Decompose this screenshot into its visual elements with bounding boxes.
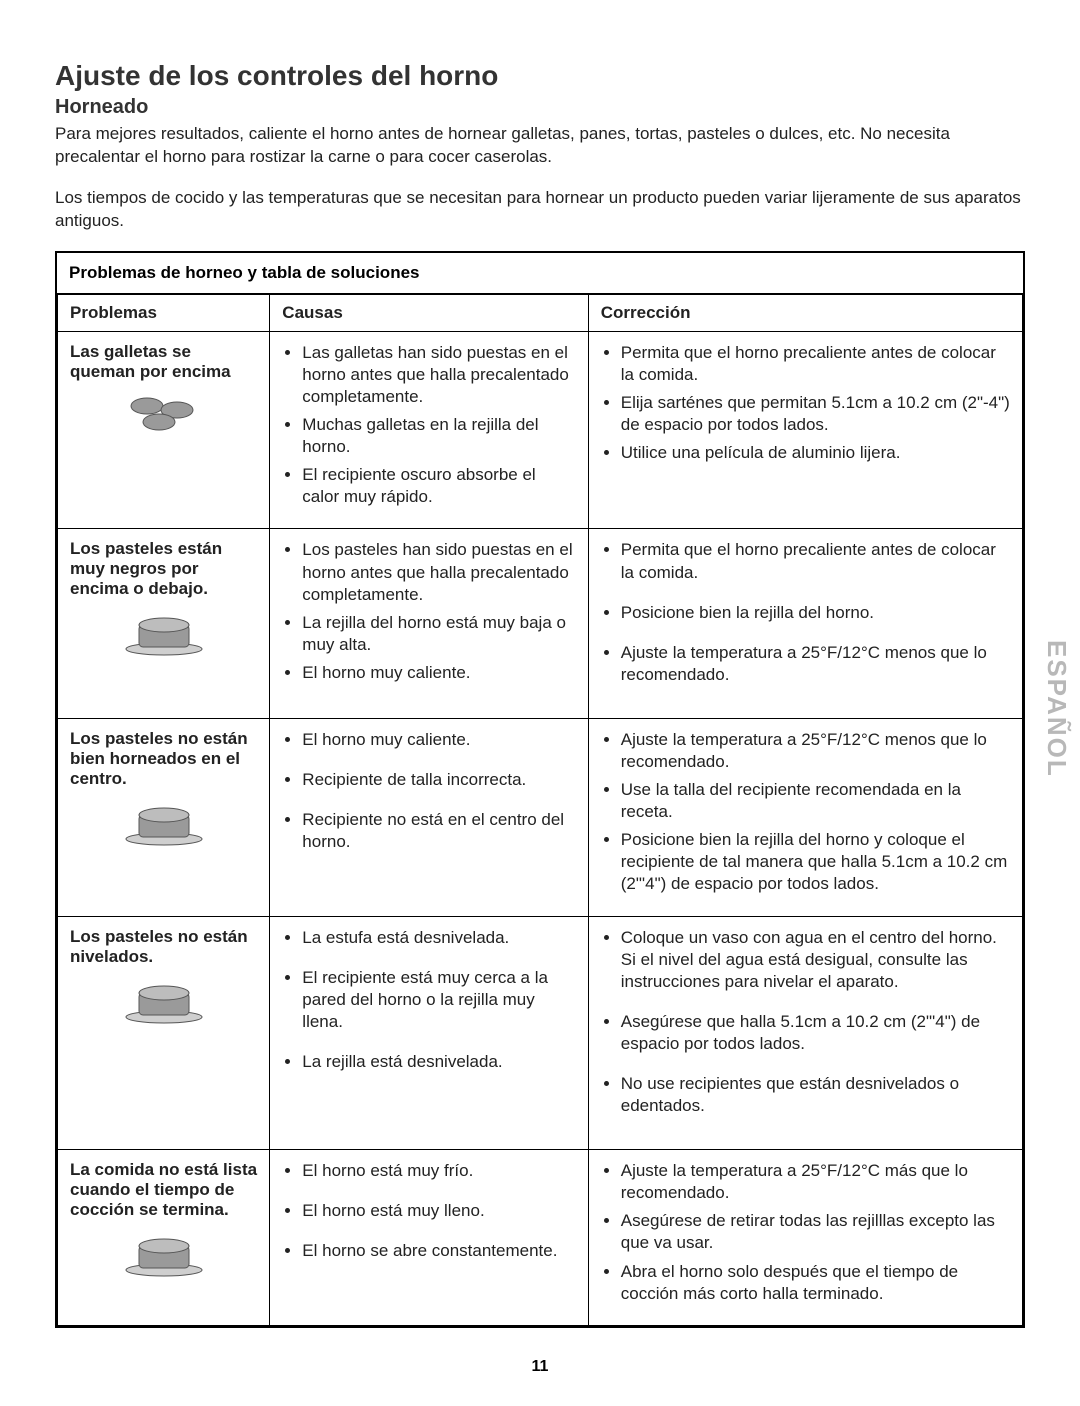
table-row: La comida no está lista cuando el tiempo…	[58, 1150, 1023, 1326]
list-item: Permita que el horno precaliente antes d…	[621, 342, 1010, 386]
problem-label: Las galletas se queman por encima	[70, 342, 257, 382]
problem-illustration	[70, 607, 257, 657]
table-row: Los pasteles no están nivelados. La estu…	[58, 916, 1023, 1150]
list-item: El horno está muy frío.	[302, 1160, 575, 1182]
correction-cell: Ajuste la temperatura a 25°F/12°C menos …	[588, 718, 1022, 916]
list-item: Utilice una película de aluminio lijera.	[621, 442, 1010, 464]
list-item: Abra el horno solo después que el tiempo…	[621, 1261, 1010, 1305]
manual-page: Ajuste de los controles del horno Hornea…	[0, 0, 1080, 1406]
list-item: Recipiente no está en el centro del horn…	[302, 809, 575, 853]
problem-illustration	[70, 975, 257, 1025]
list-item: El recipiente oscuro absorbe el calor mu…	[302, 464, 575, 508]
table-caption: Problemas de horneo y tabla de solucione…	[57, 253, 1023, 294]
list-item: El horno está muy lleno.	[302, 1200, 575, 1222]
list-item: Ajuste la temperatura a 25°F/12°C más qu…	[621, 1160, 1010, 1204]
causes-cell: La estufa está desnivelada. El recipiente…	[270, 916, 588, 1150]
causes-list: Los pasteles han sido puestas en el horn…	[282, 539, 575, 684]
causes-list: El horno está muy frío. El horno está muy…	[282, 1160, 575, 1262]
problem-label: Los pasteles no están nivelados.	[70, 927, 257, 967]
list-item: El recipiente está muy cerca a la pared …	[302, 967, 575, 1033]
list-item: Ajuste la temperatura a 25°F/12°C menos …	[621, 642, 1010, 686]
correction-cell: Coloque un vaso con agua en el centro de…	[588, 916, 1022, 1150]
language-tab: ESPAÑOL	[1041, 640, 1072, 778]
cake-icon	[119, 1228, 209, 1278]
correction-cell: Ajuste la temperatura a 25°F/12°C más qu…	[588, 1150, 1022, 1326]
page-number: 11	[55, 1358, 1025, 1376]
problem-cell: Los pasteles están muy negros por encima…	[58, 529, 270, 718]
list-item: Recipiente de talla incorrecta.	[302, 769, 575, 791]
list-item: Use la talla del recipiente recomendada …	[621, 779, 1010, 823]
table-row: Los pasteles están muy negros por encima…	[58, 529, 1023, 718]
list-item: La estufa está desnivelada.	[302, 927, 575, 949]
header-problems: Problemas	[58, 294, 270, 331]
page-title: Ajuste de los controles del horno	[55, 60, 1025, 92]
list-item: El horno muy caliente.	[302, 662, 575, 684]
list-item: Asegúrese que halla 5.1cm a 10.2 cm (2"'…	[621, 1011, 1010, 1055]
causes-list: La estufa está desnivelada. El recipiente…	[282, 927, 575, 1073]
list-item: El horno se abre constantemente.	[302, 1240, 575, 1262]
problem-illustration	[70, 1228, 257, 1278]
correction-cell: Permita que el horno precaliente antes d…	[588, 331, 1022, 529]
cake-icon	[119, 607, 209, 657]
cake-icon	[119, 797, 209, 847]
list-item: Permita que el horno precaliente antes d…	[621, 539, 1010, 583]
causes-cell: Las galletas han sido puestas en el horn…	[270, 331, 588, 529]
list-item: Los pasteles han sido puestas en el horn…	[302, 539, 575, 605]
solutions-table: Problemas Causas Corrección Las galletas…	[57, 294, 1023, 1326]
correction-list: Coloque un vaso con agua en el centro de…	[601, 927, 1010, 1118]
list-item: Asegúrese de retirar todas las rejilllas…	[621, 1210, 1010, 1254]
problem-label: Los pasteles no están bien horneados en …	[70, 729, 257, 789]
problem-cell: La comida no está lista cuando el tiempo…	[58, 1150, 270, 1326]
problem-cell: Los pasteles no están bien horneados en …	[58, 718, 270, 916]
list-item: Muchas galletas en la rejilla del horno.	[302, 414, 575, 458]
cookies-icon	[119, 390, 209, 434]
list-item: No use recipientes que están desnivelado…	[621, 1073, 1010, 1117]
list-item: El horno muy caliente.	[302, 729, 575, 751]
table-row: Los pasteles no están bien horneados en …	[58, 718, 1023, 916]
correction-list: Ajuste la temperatura a 25°F/12°C menos …	[601, 729, 1010, 896]
intro-paragraph-2: Los tiempos de cocido y las temperaturas…	[55, 187, 1025, 233]
table-header-row: Problemas Causas Corrección	[58, 294, 1023, 331]
correction-cell: Permita que el horno precaliente antes d…	[588, 529, 1022, 718]
correction-list: Permita que el horno precaliente antes d…	[601, 539, 1010, 685]
causes-cell: Los pasteles han sido puestas en el horn…	[270, 529, 588, 718]
causes-list: Las galletas han sido puestas en el horn…	[282, 342, 575, 509]
header-correction: Corrección	[588, 294, 1022, 331]
list-item: Coloque un vaso con agua en el centro de…	[621, 927, 1010, 993]
problem-cell: Las galletas se queman por encima	[58, 331, 270, 529]
correction-list: Permita que el horno precaliente antes d…	[601, 342, 1010, 464]
header-causes: Causas	[270, 294, 588, 331]
troubleshooting-table: Problemas de horneo y tabla de solucione…	[55, 251, 1025, 1328]
cake-icon	[119, 975, 209, 1025]
problem-cell: Los pasteles no están nivelados.	[58, 916, 270, 1150]
list-item: Elija sarténes que permitan 5.1cm a 10.2…	[621, 392, 1010, 436]
problem-illustration	[70, 797, 257, 847]
intro-paragraph-1: Para mejores resultados, caliente el hor…	[55, 123, 1025, 169]
causes-cell: El horno muy caliente. Recipiente de tall…	[270, 718, 588, 916]
problem-illustration	[70, 390, 257, 434]
list-item: Posicione bien la rejilla del horno y co…	[621, 829, 1010, 895]
list-item: Las galletas han sido puestas en el horn…	[302, 342, 575, 408]
list-item: La rejilla del horno está muy baja o muy…	[302, 612, 575, 656]
correction-list: Ajuste la temperatura a 25°F/12°C más qu…	[601, 1160, 1010, 1305]
causes-list: El horno muy caliente. Recipiente de tall…	[282, 729, 575, 853]
table-row: Las galletas se queman por encima Las ga…	[58, 331, 1023, 529]
list-item: Posicione bien la rejilla del horno.	[621, 602, 1010, 624]
list-item: La rejilla está desnivelada.	[302, 1051, 575, 1073]
causes-cell: El horno está muy frío. El horno está muy…	[270, 1150, 588, 1326]
section-subtitle: Horneado	[55, 96, 1025, 119]
list-item: Ajuste la temperatura a 25°F/12°C menos …	[621, 729, 1010, 773]
problem-label: Los pasteles están muy negros por encima…	[70, 539, 257, 599]
problem-label: La comida no está lista cuando el tiempo…	[70, 1160, 257, 1220]
